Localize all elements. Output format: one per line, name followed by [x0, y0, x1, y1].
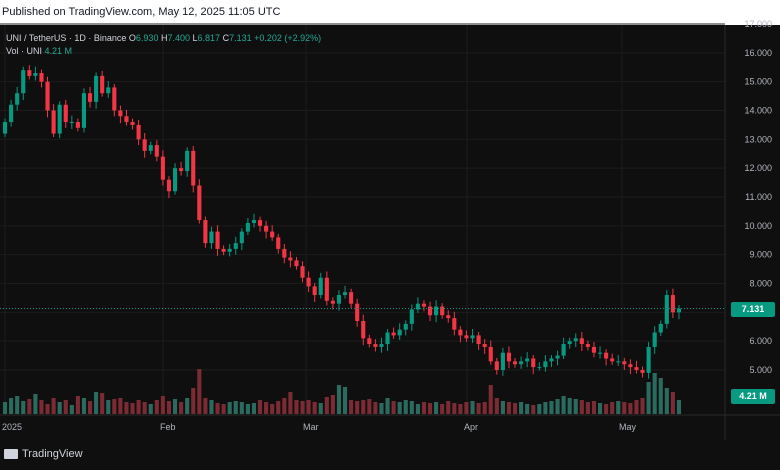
- tradingview-brand: TradingView: [22, 448, 83, 460]
- last-price-tag: 7.131: [731, 302, 775, 317]
- x-tick-label: May: [619, 422, 637, 432]
- tradingview-mark-icon: [4, 449, 18, 459]
- legend-volume-row: Vol · UNI 4.21 M: [6, 45, 321, 58]
- legend-symbol[interactable]: UNI / TetherUS · 1D · Binance: [6, 33, 127, 43]
- legend-close-label: C: [222, 33, 230, 43]
- legend-volume-value: 4.21 M: [44, 46, 73, 56]
- legend-open-label: O: [128, 33, 136, 43]
- legend-volume-label[interactable]: Vol · UNI: [6, 46, 43, 56]
- legend-high-value: 7.400: [167, 33, 190, 43]
- x-tick-label: Feb: [160, 422, 176, 432]
- price-axis[interactable]: [725, 25, 780, 415]
- legend-change-value: +0.202 (+2.92%): [254, 33, 322, 43]
- footer-bar: [0, 440, 780, 470]
- legend-low-label: L: [192, 33, 198, 43]
- x-tick-label: 2025: [2, 422, 22, 432]
- legend-open-value: 6.930: [135, 33, 159, 43]
- x-tick-label: Apr: [464, 422, 478, 432]
- legend-low-value: 6.817: [197, 33, 221, 43]
- legend-ohlc-row: UNI / TetherUS · 1D · Binance O6.930 H7.…: [6, 32, 321, 45]
- chart-legend: UNI / TetherUS · 1D · Binance O6.930 H7.…: [6, 32, 321, 58]
- volume-tag: 4.21 M: [731, 389, 775, 404]
- legend-close-value: 7.131: [229, 33, 252, 43]
- legend-high-label: H: [160, 33, 168, 43]
- published-header: Published on TradingView.com, May 12, 20…: [0, 0, 780, 25]
- tradingview-logo: TradingView: [4, 448, 83, 460]
- x-tick-label: Mar: [303, 422, 319, 432]
- plot-area[interactable]: [0, 25, 725, 415]
- published-text: Published on TradingView.com, May 12, 20…: [2, 6, 281, 18]
